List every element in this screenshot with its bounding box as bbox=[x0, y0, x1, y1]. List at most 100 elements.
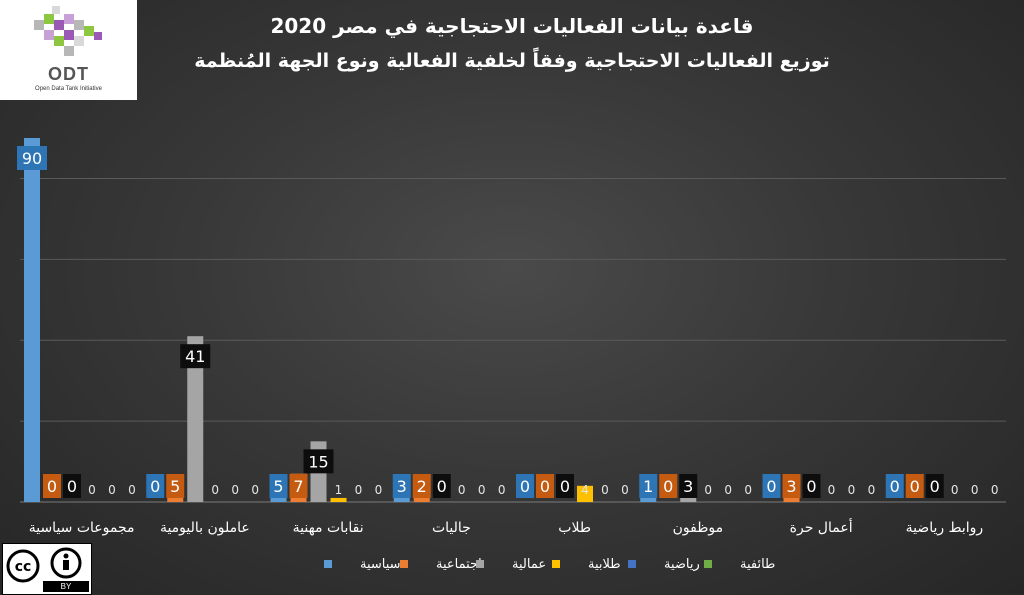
data-label-box bbox=[516, 474, 534, 498]
data-label: 0 bbox=[621, 483, 629, 497]
data-label: 0 bbox=[828, 483, 836, 497]
data-label: 90 bbox=[22, 149, 42, 168]
data-label-box bbox=[180, 344, 211, 369]
data-label-box bbox=[392, 474, 411, 498]
data-label: 1 bbox=[335, 483, 343, 497]
data-label-box bbox=[289, 474, 308, 498]
data-label-box bbox=[802, 474, 821, 498]
data-label: 0 bbox=[704, 483, 712, 497]
data-label-box bbox=[432, 474, 451, 498]
data-label-box bbox=[303, 449, 334, 474]
data-label: 5 bbox=[170, 477, 180, 496]
data-label-box bbox=[146, 474, 165, 498]
data-label: 0 bbox=[355, 483, 363, 497]
bar bbox=[24, 138, 40, 502]
data-label: 0 bbox=[128, 483, 136, 497]
chart-title: قاعدة بيانات الفعاليات الاحتجاجية في مصر… bbox=[270, 14, 753, 39]
data-label: 0 bbox=[211, 483, 219, 497]
legend-label: عمالية bbox=[512, 557, 546, 572]
legend-label: اجتماعية bbox=[436, 557, 482, 572]
legend-label: سياسية bbox=[360, 557, 401, 572]
data-label-box bbox=[905, 474, 924, 498]
data-label: 0 bbox=[724, 483, 732, 497]
data-label: 0 bbox=[67, 477, 77, 496]
chart-subtitle: توزيع الفعاليات الاحتجاجية وفقاً لخلفية … bbox=[194, 47, 830, 72]
bar bbox=[577, 485, 593, 502]
data-label: 0 bbox=[540, 477, 550, 496]
data-label: 0 bbox=[991, 483, 999, 497]
odt-logo: ODT Open Data Tank Initiative bbox=[0, 0, 137, 100]
data-label-box bbox=[269, 474, 288, 498]
legend-swatch bbox=[400, 560, 408, 568]
data-label: 2 bbox=[417, 477, 427, 496]
cc-icon: cc bbox=[6, 549, 40, 583]
data-label: 0 bbox=[951, 483, 959, 497]
data-label: 0 bbox=[150, 477, 160, 496]
data-label: 0 bbox=[437, 477, 447, 496]
data-label-box bbox=[556, 474, 574, 498]
legend-label: رياضية bbox=[664, 557, 700, 572]
data-label: 0 bbox=[601, 483, 609, 497]
data-label: 3 bbox=[786, 477, 796, 496]
category-label: جاليات bbox=[432, 520, 471, 536]
data-label: 0 bbox=[848, 483, 856, 497]
data-label: 0 bbox=[560, 477, 570, 496]
data-label: 4 bbox=[581, 483, 589, 497]
data-label-box bbox=[885, 474, 904, 498]
category-label: روابط رياضية bbox=[906, 520, 984, 536]
data-label: 0 bbox=[108, 483, 116, 497]
data-label: 7 bbox=[293, 477, 303, 496]
legend-swatch bbox=[324, 560, 332, 568]
logo-wordmark: ODT bbox=[48, 64, 89, 84]
category-label: عاملون باليومية bbox=[160, 520, 250, 536]
data-label: 0 bbox=[890, 477, 900, 496]
legend-swatch bbox=[628, 560, 636, 568]
data-label: 0 bbox=[868, 483, 876, 497]
category-label: طلاب bbox=[558, 520, 591, 536]
data-label: 0 bbox=[744, 483, 752, 497]
data-label-box bbox=[17, 146, 47, 170]
legend-swatch bbox=[552, 560, 560, 568]
data-label: 0 bbox=[231, 483, 239, 497]
data-label: 0 bbox=[971, 483, 979, 497]
data-label: 0 bbox=[930, 477, 940, 496]
data-label-box bbox=[762, 474, 781, 498]
data-label-box bbox=[166, 474, 185, 498]
legend-swatch bbox=[476, 560, 484, 568]
data-label: 0 bbox=[458, 483, 466, 497]
data-label: 3 bbox=[683, 477, 693, 496]
data-label-box bbox=[63, 474, 81, 498]
data-label: 0 bbox=[910, 477, 920, 496]
grid-lines bbox=[20, 177, 1006, 503]
data-label: 0 bbox=[478, 483, 486, 497]
category-label: موظفون bbox=[673, 520, 723, 536]
data-label: 5 bbox=[273, 477, 283, 496]
data-label-box bbox=[639, 474, 658, 498]
bar bbox=[330, 497, 347, 502]
data-label: 0 bbox=[498, 483, 506, 497]
logo-cubes-icon bbox=[34, 6, 102, 56]
data-label: 15 bbox=[308, 452, 328, 471]
category-labels: مجموعات سياسية عاملون باليومية نقابات مهني… bbox=[29, 518, 983, 536]
cc-license-badge: cc BY bbox=[2, 543, 92, 595]
data-label: 1 bbox=[643, 477, 653, 496]
data-label: 0 bbox=[375, 483, 383, 497]
data-label-box bbox=[925, 474, 944, 498]
attribution-icon bbox=[50, 547, 82, 579]
bars bbox=[24, 138, 800, 502]
data-label: 0 bbox=[806, 477, 816, 496]
data-label: 0 bbox=[47, 477, 57, 496]
legend-label: طلابية bbox=[588, 557, 621, 572]
data-label: 0 bbox=[766, 477, 776, 496]
data-label-box bbox=[679, 474, 698, 498]
data-label: 3 bbox=[397, 477, 407, 496]
logo-caption: Open Data Tank Initiative bbox=[35, 86, 102, 92]
category-label: مجموعات سياسية bbox=[29, 520, 135, 536]
data-label-box bbox=[536, 474, 554, 498]
legend-swatch bbox=[704, 560, 712, 568]
data-label-box bbox=[659, 474, 678, 498]
data-label-box bbox=[412, 474, 431, 498]
